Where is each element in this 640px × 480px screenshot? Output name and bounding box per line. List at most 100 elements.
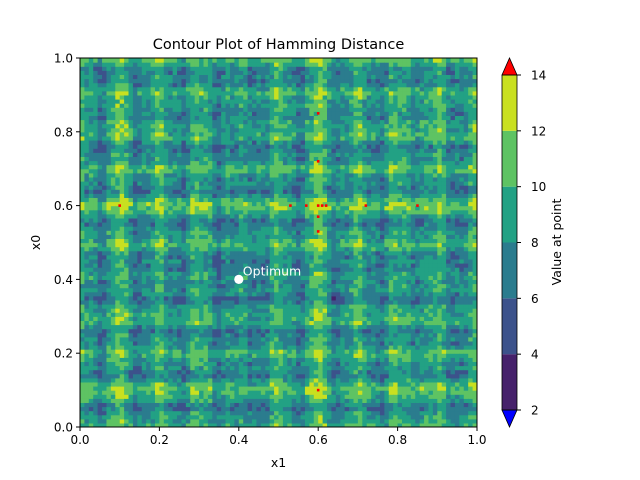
- heatmap-cell: [159, 353, 165, 358]
- heatmap-cell: [150, 176, 156, 182]
- heatmap-cell: [199, 340, 205, 346]
- heatmap-cell: [304, 287, 310, 293]
- heatmap-cell: [260, 66, 266, 71]
- heatmap-cell: [287, 107, 293, 112]
- heatmap-cell: [247, 295, 253, 301]
- heatmap-cell: [168, 332, 174, 338]
- heatmap-cell: [278, 86, 284, 92]
- heatmap-cell: [128, 291, 134, 297]
- heatmap-cell: [322, 414, 328, 420]
- heatmap-cell: [185, 90, 191, 96]
- heatmap-cell: [110, 316, 116, 321]
- heatmap-cell: [252, 238, 258, 244]
- heatmap-cell: [234, 332, 240, 338]
- heatmap-cell: [278, 312, 284, 317]
- heatmap-cell: [163, 193, 169, 198]
- heatmap-cell: [106, 258, 112, 264]
- heatmap-cell: [115, 394, 121, 399]
- heatmap-cell: [256, 156, 262, 162]
- heatmap-cell: [256, 328, 262, 334]
- heatmap-cell: [256, 267, 262, 272]
- heatmap-cell: [221, 234, 227, 239]
- heatmap-cell: [172, 386, 178, 391]
- heatmap-cell: [300, 422, 306, 427]
- heatmap-cell: [318, 111, 324, 116]
- heatmap-cell: [146, 254, 152, 260]
- heatmap-cell: [265, 324, 271, 330]
- heatmap-cell: [185, 66, 191, 71]
- heatmap-cell: [194, 279, 200, 285]
- heatmap-cell: [146, 398, 152, 403]
- heatmap-cell: [119, 222, 125, 227]
- heatmap-cell: [146, 66, 152, 71]
- heatmap-cell: [304, 324, 310, 330]
- heatmap-cell: [304, 193, 310, 198]
- heatmap-cell: [106, 176, 112, 182]
- heatmap-cell: [203, 86, 209, 92]
- heatmap-cell: [265, 197, 271, 203]
- heatmap-cell: [88, 304, 94, 309]
- heatmap-cell: [300, 238, 306, 244]
- heatmap-cell: [88, 312, 94, 317]
- heatmap-cell: [300, 410, 306, 416]
- heatmap-cell: [238, 414, 244, 420]
- heatmap-cell: [84, 353, 90, 358]
- heatmap-cell: [309, 131, 315, 137]
- heatmap-cell: [163, 176, 169, 182]
- heatmap-cell: [80, 422, 86, 427]
- heatmap-cell: [269, 299, 275, 305]
- heatmap-cell: [234, 115, 240, 121]
- heatmap-cell: [88, 127, 94, 133]
- heatmap-cell: [282, 99, 288, 104]
- heatmap-cell: [172, 279, 178, 285]
- heatmap-cell: [110, 287, 116, 293]
- heatmap-cell: [203, 328, 209, 334]
- heatmap-cell: [177, 283, 183, 289]
- heatmap-cell: [172, 246, 178, 252]
- heatmap-cell: [252, 254, 258, 260]
- heatmap-cell: [212, 263, 218, 268]
- heatmap-cell: [159, 209, 165, 215]
- heatmap-cell: [287, 390, 293, 395]
- heatmap-cell: [291, 406, 297, 412]
- heatmap-cell: [168, 135, 174, 141]
- heatmap-cell: [137, 160, 143, 166]
- heatmap-cell: [141, 406, 147, 412]
- heatmap-cell: [88, 267, 94, 272]
- heatmap-cell: [238, 222, 244, 227]
- heatmap-cell: [287, 201, 293, 207]
- heatmap-cell: [80, 381, 86, 387]
- heatmap-cell: [225, 267, 231, 272]
- heatmap-cell: [168, 304, 174, 309]
- heatmap-cell: [207, 406, 213, 412]
- heatmap-cell: [274, 418, 280, 424]
- heatmap-cell: [137, 246, 143, 252]
- heatmap-cell: [80, 373, 86, 379]
- heatmap-cell: [260, 377, 266, 383]
- heatmap-cell: [309, 308, 315, 313]
- heatmap-cell: [185, 386, 191, 391]
- heatmap-cell: [119, 115, 125, 121]
- heatmap-cell: [318, 131, 324, 137]
- heatmap-cell: [80, 115, 86, 121]
- heatmap-cell: [278, 390, 284, 395]
- heatmap-cell: [102, 70, 108, 75]
- heatmap-cell: [102, 345, 108, 350]
- heatmap-cell: [304, 275, 310, 280]
- heatmap-cell: [256, 140, 262, 145]
- heatmap-cell: [181, 160, 187, 166]
- heatmap-cell: [110, 312, 116, 317]
- heatmap-cell: [190, 308, 196, 313]
- heatmap-cell: [115, 250, 121, 256]
- heatmap-cell: [163, 304, 169, 309]
- heatmap-cell: [296, 258, 302, 264]
- heatmap-cell: [163, 390, 169, 395]
- heatmap-cell: [190, 103, 196, 108]
- heatmap-cell: [159, 197, 165, 203]
- heatmap-cell: [199, 217, 205, 223]
- heatmap-cell: [194, 345, 200, 350]
- heatmap-cell: [177, 250, 183, 256]
- heatmap-cell: [132, 234, 138, 239]
- heatmap-cell: [221, 107, 227, 112]
- heatmap-cell: [309, 86, 315, 92]
